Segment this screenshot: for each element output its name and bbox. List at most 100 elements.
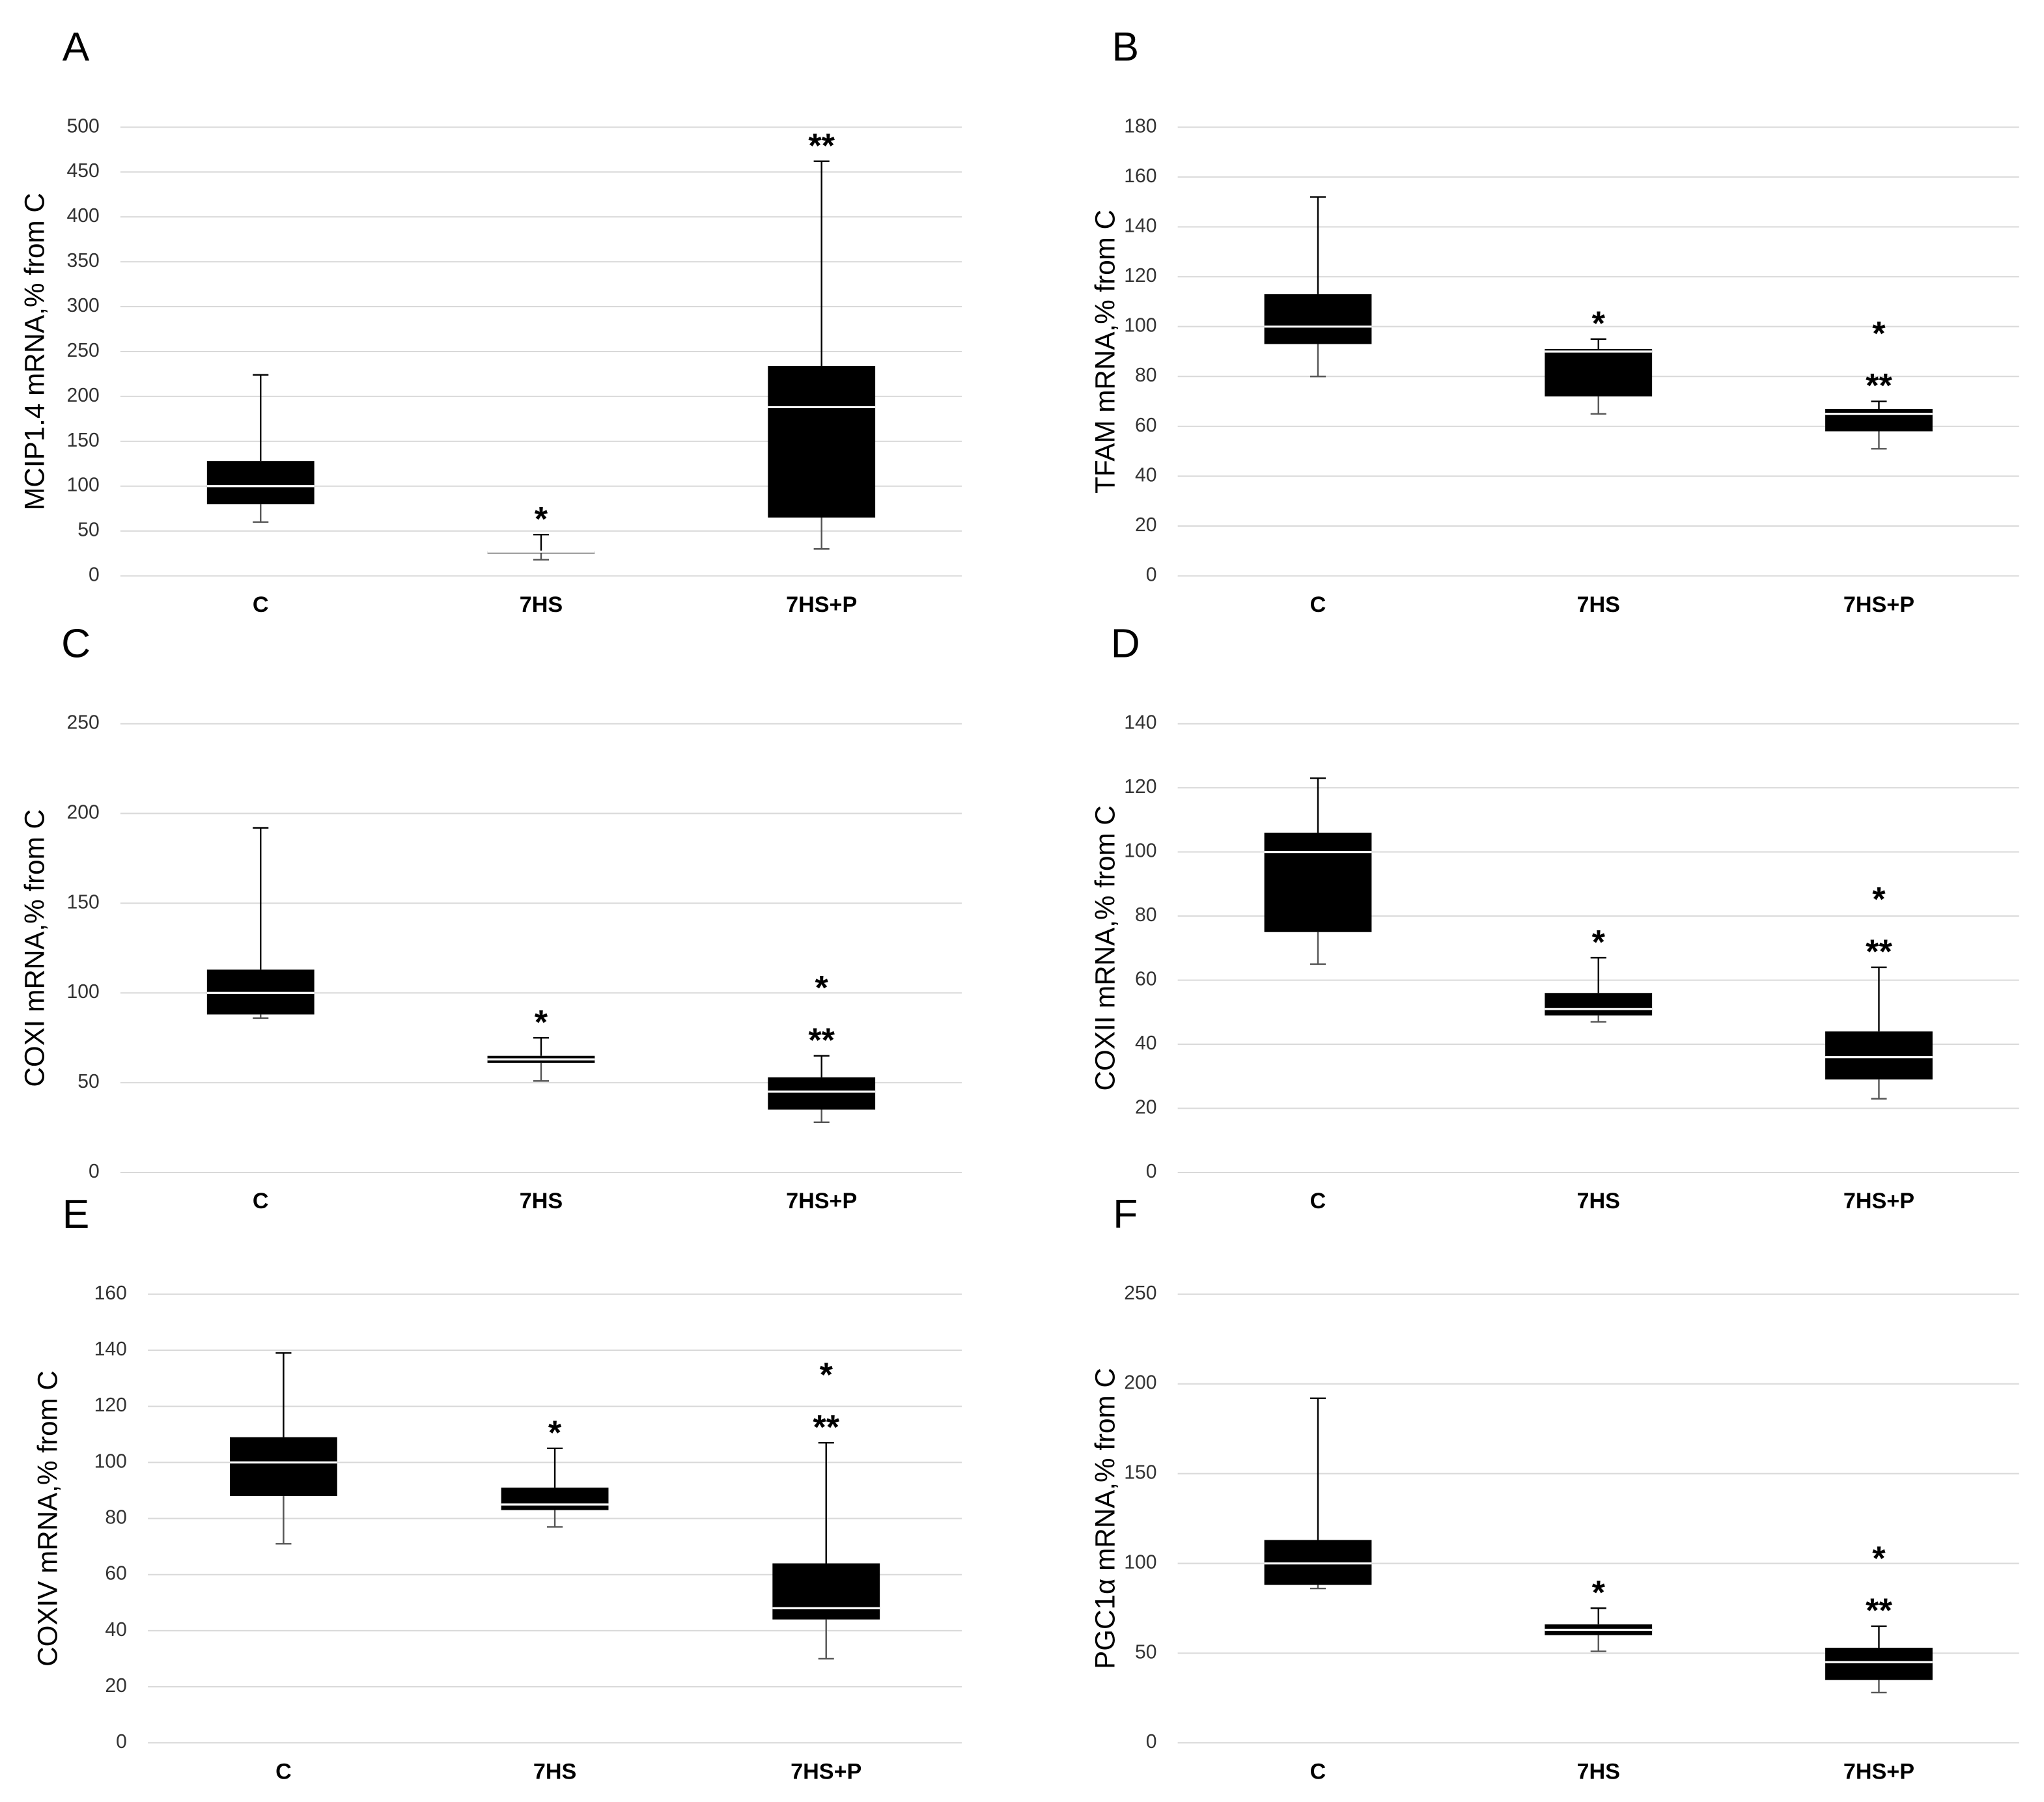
significance-mark: ** bbox=[1866, 934, 1892, 971]
x-tick-label: 7HS bbox=[520, 592, 563, 617]
box bbox=[206, 461, 315, 505]
significance-mark: * bbox=[535, 501, 548, 538]
y-tick-label: 100 bbox=[66, 475, 99, 496]
significance-mark: * bbox=[1872, 881, 1886, 919]
x-tick-label: 7HS bbox=[1577, 1759, 1620, 1784]
y-axis-label: TFAM mRNA,% from C bbox=[1089, 210, 1120, 493]
y-tick-label: 40 bbox=[105, 1619, 127, 1641]
x-tick-label: C bbox=[1310, 592, 1326, 617]
panel-letter: A bbox=[63, 25, 90, 70]
y-tick-label: 100 bbox=[94, 1450, 127, 1472]
y-tick-label: 60 bbox=[1135, 415, 1157, 436]
y-tick-label: 0 bbox=[1146, 1731, 1157, 1753]
significance-mark: * bbox=[1872, 1540, 1886, 1577]
y-tick-label: 50 bbox=[1135, 1641, 1157, 1663]
box bbox=[1825, 409, 1933, 432]
box bbox=[768, 366, 876, 518]
y-tick-label: 150 bbox=[1124, 1462, 1156, 1484]
significance-mark: ** bbox=[1866, 367, 1892, 405]
x-tick-label: C bbox=[1310, 1759, 1326, 1784]
significance-mark: * bbox=[548, 1415, 562, 1452]
y-tick-label: 100 bbox=[1124, 315, 1156, 337]
y-tick-label: 160 bbox=[94, 1282, 127, 1304]
y-tick-label: 0 bbox=[89, 564, 100, 586]
significance-mark: * bbox=[1872, 315, 1886, 353]
x-tick-label: 7HS bbox=[533, 1759, 576, 1784]
y-tick-label: 20 bbox=[105, 1675, 127, 1697]
y-tick-label: 0 bbox=[89, 1161, 100, 1182]
significance-mark: * bbox=[535, 1004, 548, 1042]
x-tick-label: 7HS+P bbox=[786, 1189, 857, 1213]
significance-mark: ** bbox=[813, 1409, 839, 1447]
y-tick-label: 100 bbox=[66, 981, 99, 1003]
x-tick-label: 7HS bbox=[1577, 1189, 1620, 1213]
y-tick-label: 120 bbox=[94, 1394, 127, 1416]
box bbox=[1545, 349, 1653, 396]
box bbox=[1825, 1031, 1933, 1080]
y-tick-label: 150 bbox=[66, 430, 99, 451]
x-tick-label: 7HS bbox=[1577, 592, 1620, 617]
y-tick-label: 180 bbox=[1124, 115, 1156, 137]
y-tick-label: 300 bbox=[66, 295, 99, 316]
significance-mark: * bbox=[1592, 305, 1606, 343]
y-tick-label: 250 bbox=[66, 712, 99, 734]
y-tick-label: 80 bbox=[105, 1507, 127, 1529]
y-tick-label: 40 bbox=[1135, 464, 1157, 486]
significance-mark: * bbox=[1592, 924, 1606, 962]
box bbox=[230, 1437, 337, 1497]
significance-mark: * bbox=[820, 1357, 833, 1394]
x-tick-label: 7HS+P bbox=[786, 592, 857, 617]
y-tick-label: 60 bbox=[1135, 969, 1157, 990]
box bbox=[1264, 294, 1372, 344]
y-tick-label: 80 bbox=[1135, 365, 1157, 386]
y-axis-label: PGC1α mRNA,% from C bbox=[1089, 1368, 1120, 1669]
x-tick-label: C bbox=[1310, 1189, 1326, 1213]
y-tick-label: 50 bbox=[77, 1071, 100, 1092]
significance-mark: ** bbox=[808, 127, 835, 165]
y-tick-label: 140 bbox=[1124, 215, 1156, 236]
x-tick-label: 7HS+P bbox=[1843, 592, 1914, 617]
y-tick-label: 350 bbox=[66, 250, 99, 271]
box bbox=[1825, 1648, 1933, 1680]
panel-letter: C bbox=[61, 622, 91, 667]
significance-mark: ** bbox=[1866, 1592, 1892, 1630]
box bbox=[1264, 833, 1372, 932]
box bbox=[768, 1077, 876, 1110]
panel-letter: F bbox=[1113, 1192, 1138, 1237]
y-tick-label: 100 bbox=[1124, 840, 1156, 862]
x-tick-label: C bbox=[253, 1189, 269, 1213]
y-tick-label: 120 bbox=[1124, 265, 1156, 286]
y-tick-label: 40 bbox=[1135, 1033, 1157, 1054]
significance-mark: * bbox=[1592, 1574, 1606, 1612]
x-tick-label: C bbox=[253, 592, 269, 617]
box bbox=[1545, 993, 1653, 1016]
x-tick-label: 7HS+P bbox=[1843, 1759, 1914, 1784]
x-tick-label: 7HS+P bbox=[791, 1759, 861, 1784]
box bbox=[772, 1563, 880, 1620]
y-tick-label: 0 bbox=[1146, 1161, 1157, 1182]
x-tick-label: 7HS bbox=[520, 1189, 563, 1213]
x-tick-label: C bbox=[275, 1759, 292, 1784]
y-tick-label: 20 bbox=[1135, 1096, 1157, 1118]
x-tick-label: 7HS+P bbox=[1843, 1189, 1914, 1213]
y-tick-label: 160 bbox=[1124, 165, 1156, 187]
y-axis-label: COXIV mRNA,% from C bbox=[33, 1370, 63, 1667]
y-tick-label: 150 bbox=[66, 891, 99, 913]
y-axis-label: COXI mRNA,% from C bbox=[19, 809, 49, 1087]
y-tick-label: 100 bbox=[1124, 1551, 1156, 1573]
y-tick-label: 400 bbox=[66, 205, 99, 227]
y-tick-label: 200 bbox=[66, 802, 99, 824]
y-tick-label: 450 bbox=[66, 160, 99, 182]
y-axis-label: MCIP1.4 mRNA,% from C bbox=[19, 193, 49, 510]
panel-letter: B bbox=[1112, 25, 1139, 70]
y-tick-label: 80 bbox=[1135, 904, 1157, 926]
panel-letter: D bbox=[1111, 622, 1140, 667]
box bbox=[501, 1488, 609, 1510]
y-tick-label: 200 bbox=[66, 385, 99, 406]
y-tick-label: 20 bbox=[1135, 514, 1157, 536]
y-tick-label: 0 bbox=[116, 1731, 127, 1753]
y-tick-label: 500 bbox=[66, 115, 99, 137]
y-tick-label: 140 bbox=[1124, 712, 1156, 734]
significance-mark: * bbox=[815, 969, 829, 1007]
